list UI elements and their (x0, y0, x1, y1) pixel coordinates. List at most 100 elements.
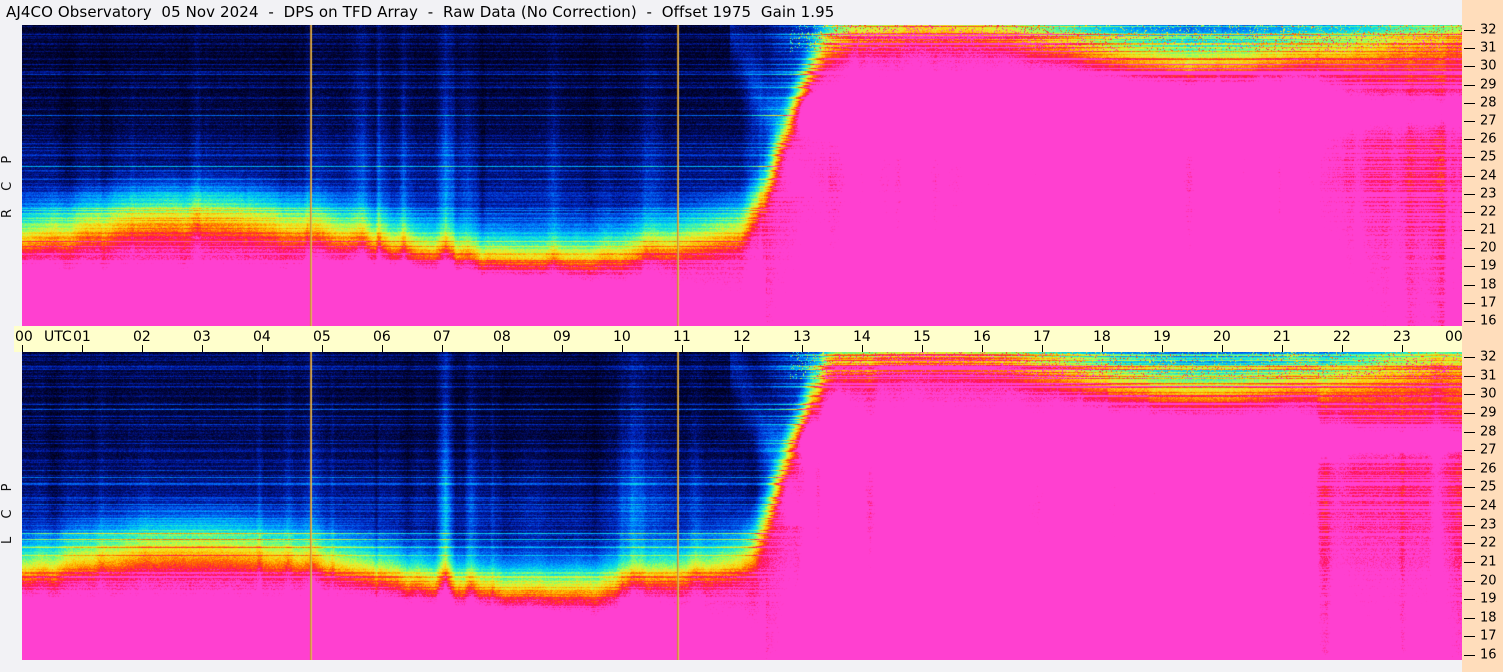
time-tick-label: 21 (1273, 329, 1291, 345)
freq-tick-label: 21 (1480, 554, 1497, 570)
time-tick-label: 20 (1213, 329, 1231, 345)
freq-tick-label: 26 (1480, 461, 1497, 477)
time-tick-label: 19 (1153, 329, 1171, 345)
time-tick (22, 345, 23, 352)
freq-tick (1464, 357, 1475, 358)
time-tick (502, 345, 503, 352)
freq-tick-label: 19 (1480, 591, 1497, 607)
freq-tick (1464, 506, 1475, 507)
freq-tick (1464, 487, 1475, 488)
freq-tick-label: 20 (1480, 573, 1497, 589)
freq-tick-label: 22 (1480, 535, 1497, 551)
freq-tick (1464, 139, 1475, 140)
freq-tick (1464, 543, 1475, 544)
freq-tick-label: 28 (1480, 424, 1497, 440)
freq-tick (1464, 230, 1475, 231)
freq-tick (1464, 562, 1475, 563)
time-tick-label: 04 (253, 329, 271, 345)
time-tick-label: 01 (73, 329, 91, 345)
freq-tick-label: 24 (1480, 168, 1497, 184)
spectrogram-panel-rcp[interactable] (22, 25, 1462, 326)
freq-tick-label: 22 (1480, 204, 1497, 220)
freq-tick (1464, 85, 1475, 86)
lcp-axis-label: L C P (0, 476, 15, 544)
time-tick (1342, 345, 1343, 352)
time-tick (442, 345, 443, 352)
time-tick-label: 00 (1445, 329, 1463, 345)
time-tick (682, 345, 683, 352)
time-tick-label: 15 (913, 329, 931, 345)
time-tick-label: 08 (493, 329, 511, 345)
time-axis-unit-label: UTC (44, 329, 72, 345)
time-tick-label: 22 (1333, 329, 1351, 345)
time-tick (1102, 345, 1103, 352)
time-tick-label: 13 (793, 329, 811, 345)
freq-tick (1464, 303, 1475, 304)
freq-tick-label: 27 (1480, 442, 1497, 458)
freq-tick (1464, 321, 1475, 322)
freq-tick (1464, 176, 1475, 177)
freq-tick (1464, 66, 1475, 67)
freq-tick-label: 21 (1480, 222, 1497, 238)
freq-tick-label: 31 (1480, 368, 1497, 384)
time-tick-label: 18 (1093, 329, 1111, 345)
freq-tick-label: 16 (1480, 647, 1497, 663)
time-tick (382, 345, 383, 352)
time-tick-label: 05 (313, 329, 331, 345)
freq-tick (1464, 413, 1475, 414)
freq-tick-label: 23 (1480, 517, 1497, 533)
spectrogram-panel-lcp[interactable] (22, 352, 1462, 660)
freq-tick-label: 25 (1480, 479, 1497, 495)
rcp-axis-label: R C P (0, 148, 15, 218)
time-axis: 00 01 02 03 04 05 06 07 08 09 10 11 12 13 14 15 16 17 18 19… (14, 326, 1503, 352)
time-tick-label: 03 (193, 329, 211, 345)
freq-tick (1464, 157, 1475, 158)
time-tick (142, 345, 143, 352)
freq-tick-label: 32 (1480, 22, 1497, 38)
time-tick-label: 16 (973, 329, 991, 345)
freq-tick (1464, 376, 1475, 377)
time-tick (322, 345, 323, 352)
freq-tick (1464, 285, 1475, 286)
freq-tick-label: 27 (1480, 113, 1497, 129)
time-tick (1162, 345, 1163, 352)
freq-tick-label: 24 (1480, 498, 1497, 514)
time-tick-label: 11 (673, 329, 691, 345)
freq-tick-label: 16 (1480, 313, 1497, 329)
freq-tick (1464, 121, 1475, 122)
freq-tick (1464, 618, 1475, 619)
frequency-axis-lcp: 32 31 30 29 28 27 26 25 24 23 22 21 20 19 18 17 16 (1462, 340, 1503, 672)
freq-tick-label: 18 (1480, 277, 1497, 293)
freq-tick (1464, 194, 1475, 195)
rcp-heatmap-canvas (22, 25, 1462, 326)
freq-tick-label: 17 (1480, 295, 1497, 311)
freq-tick-label: 26 (1480, 131, 1497, 147)
time-tick (1222, 345, 1223, 352)
freq-tick (1464, 655, 1475, 656)
time-tick-label: 12 (733, 329, 751, 345)
freq-tick (1464, 450, 1475, 451)
time-tick (562, 345, 563, 352)
time-tick (1042, 345, 1043, 352)
time-tick (622, 345, 623, 352)
freq-tick-label: 25 (1480, 149, 1497, 165)
freq-tick (1464, 525, 1475, 526)
freq-tick-label: 31 (1480, 40, 1497, 56)
freq-tick (1464, 30, 1475, 31)
freq-tick (1464, 394, 1475, 395)
time-tick-label: 02 (133, 329, 151, 345)
time-tick-label: 00 (15, 329, 33, 345)
time-tick-label: 07 (433, 329, 451, 345)
freq-tick-label: 18 (1480, 610, 1497, 626)
time-tick (862, 345, 863, 352)
time-tick-label: 06 (373, 329, 391, 345)
lcp-heatmap-canvas (22, 352, 1462, 660)
time-tick (982, 345, 983, 352)
time-tick-label: 10 (613, 329, 631, 345)
freq-tick (1464, 469, 1475, 470)
frequency-axis-rcp: 32 31 30 29 28 27 26 25 24 23 22 21 20 19 18 17 16 (1462, 0, 1503, 340)
freq-tick (1464, 48, 1475, 49)
freq-tick-label: 29 (1480, 77, 1497, 93)
time-tick (262, 345, 263, 352)
